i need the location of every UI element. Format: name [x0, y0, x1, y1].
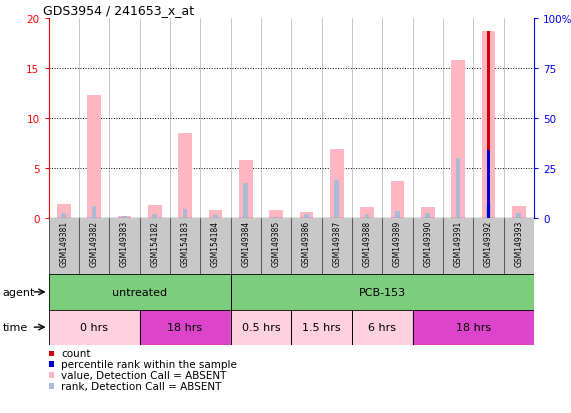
Text: GSM149392: GSM149392 [484, 221, 493, 267]
Bar [122, 216, 127, 219]
Bar [231, 310, 291, 345]
Text: GSM149384: GSM149384 [241, 221, 250, 267]
Text: value, Detection Call = ABSENT: value, Detection Call = ABSENT [61, 370, 227, 380]
Text: agent: agent [3, 287, 35, 297]
Bar [92, 207, 96, 219]
Bar [365, 214, 369, 219]
Bar [208, 211, 222, 219]
Text: 18 hrs: 18 hrs [167, 322, 203, 332]
Bar [486, 32, 490, 219]
Bar [451, 61, 465, 219]
Bar [481, 32, 495, 219]
Text: GSM149388: GSM149388 [363, 221, 372, 266]
Bar [300, 213, 313, 219]
Bar [49, 310, 139, 345]
Bar [395, 212, 400, 219]
Bar [360, 208, 374, 219]
Bar [516, 214, 521, 219]
Bar [425, 214, 430, 219]
Text: GSM149381: GSM149381 [59, 221, 68, 266]
Bar [213, 216, 218, 219]
Bar [49, 275, 231, 310]
Bar [231, 275, 534, 310]
Bar [139, 310, 231, 345]
Bar [412, 310, 534, 345]
Text: GSM154182: GSM154182 [150, 221, 159, 266]
Bar [269, 211, 283, 219]
Bar [335, 181, 339, 219]
Bar [456, 159, 460, 219]
Bar [412, 310, 534, 345]
Bar [274, 217, 278, 219]
Bar [87, 96, 101, 219]
Bar [57, 205, 71, 219]
Text: GSM154184: GSM154184 [211, 221, 220, 266]
Bar [118, 217, 131, 219]
Bar [421, 208, 435, 219]
Bar [231, 275, 534, 310]
Text: GSM149391: GSM149391 [453, 221, 463, 267]
Bar [62, 214, 66, 219]
Text: 0.5 hrs: 0.5 hrs [242, 322, 280, 332]
Bar [178, 134, 192, 219]
Bar [239, 161, 252, 219]
Bar [291, 310, 352, 345]
Text: GDS3954 / 241653_x_at: GDS3954 / 241653_x_at [43, 4, 194, 17]
Text: percentile rank within the sample: percentile rank within the sample [61, 359, 237, 369]
Text: 6 hrs: 6 hrs [368, 322, 396, 332]
Text: GSM149383: GSM149383 [120, 221, 129, 267]
Bar [139, 310, 231, 345]
Text: GSM154183: GSM154183 [180, 221, 190, 266]
Text: untreated: untreated [112, 287, 167, 297]
Bar [152, 214, 157, 219]
Text: GSM149389: GSM149389 [393, 221, 402, 267]
Bar [352, 310, 412, 345]
Bar [486, 206, 490, 219]
Text: rank, Detection Call = ABSENT: rank, Detection Call = ABSENT [61, 381, 222, 391]
Text: 1.5 hrs: 1.5 hrs [302, 322, 341, 332]
Text: 18 hrs: 18 hrs [456, 322, 491, 332]
Bar [352, 310, 412, 345]
Bar [148, 206, 162, 219]
Text: GSM149390: GSM149390 [423, 221, 432, 267]
Text: GSM149387: GSM149387 [332, 221, 341, 267]
Text: GSM149386: GSM149386 [302, 221, 311, 267]
Text: GSM149393: GSM149393 [514, 221, 523, 267]
Text: time: time [3, 322, 28, 332]
Bar [391, 182, 404, 219]
Bar [243, 184, 248, 219]
Bar [291, 310, 352, 345]
Bar [183, 210, 187, 219]
Bar [486, 151, 490, 219]
Bar [330, 150, 344, 219]
Bar [49, 310, 139, 345]
Text: count: count [61, 349, 91, 358]
Bar [49, 275, 231, 310]
Bar [512, 207, 525, 219]
Text: GSM149382: GSM149382 [90, 221, 99, 266]
Text: 0 hrs: 0 hrs [80, 322, 108, 332]
Text: GSM149385: GSM149385 [272, 221, 280, 267]
Text: PCB-153: PCB-153 [359, 287, 406, 297]
Bar [304, 215, 309, 219]
Bar [231, 310, 291, 345]
